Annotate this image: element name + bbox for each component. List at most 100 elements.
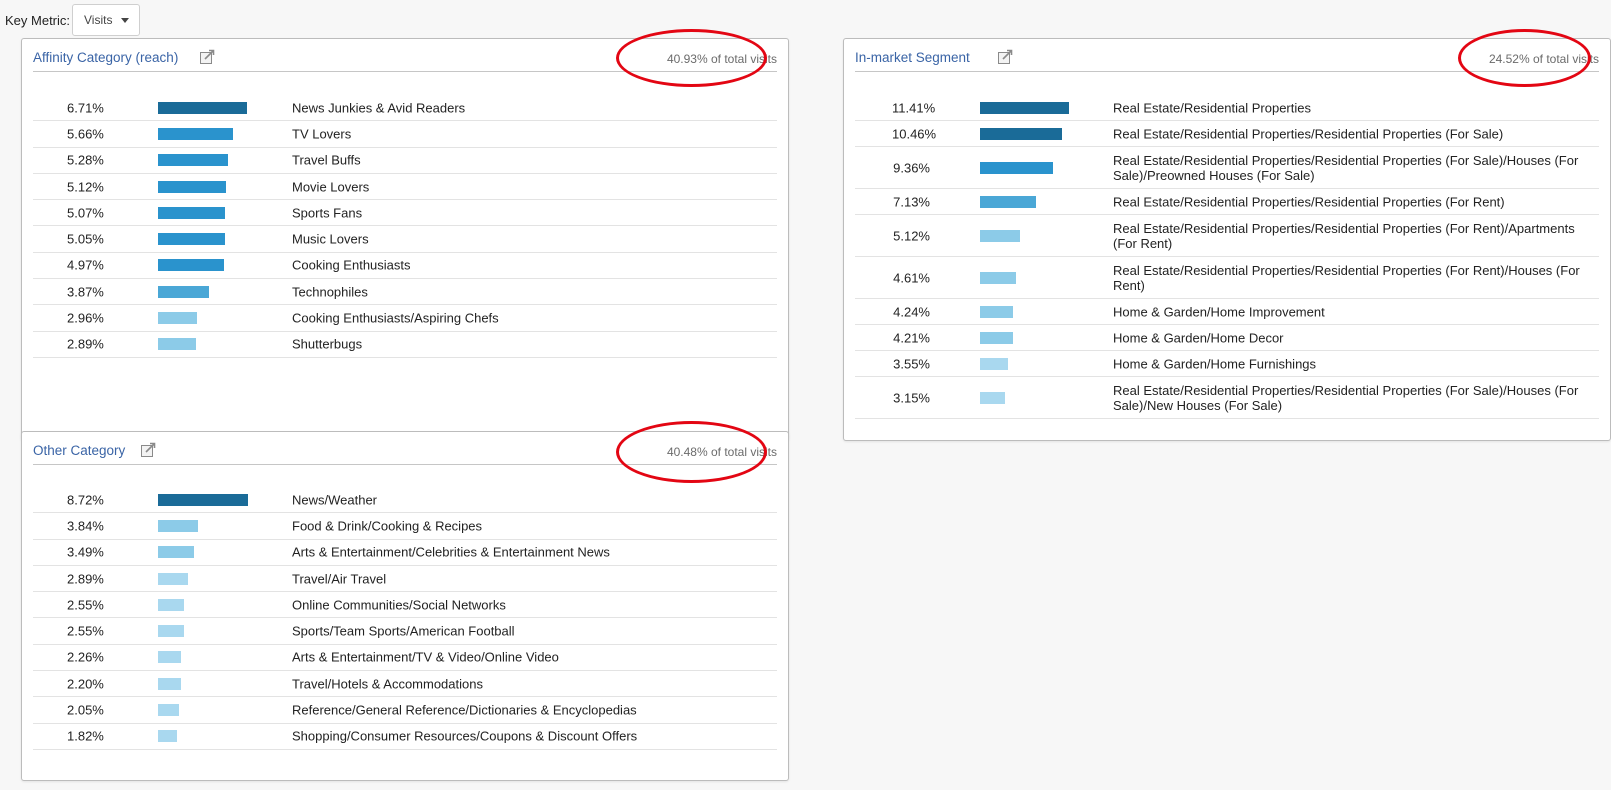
row-label: Shopping/Consumer Resources/Coupons & Di… bbox=[292, 728, 638, 744]
row-label: Real Estate/Residential Properties/Resid… bbox=[1113, 220, 1575, 251]
row-bar bbox=[158, 206, 225, 219]
row-percentage: 1.82% bbox=[67, 728, 104, 744]
row-label: Cooking Enthusiasts bbox=[292, 257, 411, 273]
key-metric-dropdown[interactable]: Visits bbox=[72, 4, 141, 36]
row-label: News Junkies & Avid Readers bbox=[292, 100, 466, 116]
table-row: 2.55% Sports/Team Sports/American Footbal… bbox=[33, 618, 777, 645]
row-percentage: 8.72% bbox=[67, 492, 104, 508]
total-visits-share: 24.52% of total visits bbox=[1488, 52, 1599, 66]
table-row: 5.05% Music Lovers bbox=[33, 226, 777, 253]
table-row: 4.21% Home & Garden/Home Decor bbox=[855, 325, 1599, 351]
row-bar bbox=[158, 519, 198, 532]
row-bar bbox=[158, 312, 197, 325]
panel-header: Affinity Category (reach) 40.93% of tota… bbox=[33, 47, 777, 72]
row-bar bbox=[980, 305, 1013, 318]
table-row: 2.26% Arts & Entertainment/TV & Video/Onl… bbox=[33, 645, 777, 672]
table-row: 9.36% Real Estate/Residential Properties/… bbox=[855, 147, 1599, 189]
table-row: 3.87% Technophiles bbox=[33, 279, 777, 306]
row-percentage: 4.24% bbox=[893, 304, 930, 319]
row-label: Cooking Enthusiasts/Aspiring Chefs bbox=[292, 310, 499, 326]
row-percentage: 10.46% bbox=[892, 126, 937, 141]
row-percentage: 2.55% bbox=[67, 623, 104, 639]
row-percentage: 5.12% bbox=[67, 179, 104, 195]
panel-header: Other Category 40.48% of total visits bbox=[33, 440, 777, 465]
row-label: Travel/Hotels & Accommodations bbox=[292, 676, 483, 692]
row-label: Arts & Entertainment/TV & Video/Online V… bbox=[292, 649, 559, 665]
row-percentage: 3.15% bbox=[893, 390, 930, 405]
row-percentage: 11.41% bbox=[892, 100, 936, 115]
row-percentage: 3.55% bbox=[893, 356, 930, 371]
row-label: Travel/Air Travel bbox=[292, 571, 387, 587]
row-percentage: 7.13% bbox=[893, 194, 930, 209]
category-table: 11.41% Real Estate/Residential Properties… bbox=[855, 95, 1599, 419]
export-icon[interactable] bbox=[199, 49, 215, 65]
row-label: Home & Garden/Home Decor bbox=[1113, 330, 1284, 345]
table-row: 2.96% Cooking Enthusiasts/Aspiring Chefs bbox=[33, 305, 777, 332]
row-percentage: 4.97% bbox=[67, 257, 104, 273]
row-percentage: 2.96% bbox=[67, 310, 104, 326]
table-row: 10.46% Real Estate/Residential Properties… bbox=[855, 121, 1599, 147]
row-bar bbox=[158, 598, 184, 611]
row-bar bbox=[158, 493, 248, 506]
row-label: Home & Garden/Home Improvement bbox=[1113, 304, 1325, 319]
row-bar bbox=[980, 161, 1053, 174]
row-label: Travel Buffs bbox=[292, 152, 361, 168]
row-bar bbox=[980, 229, 1020, 242]
table-row: 3.55% Home & Garden/Home Furnishings bbox=[855, 351, 1599, 377]
key-metric-selector: Key Metric: Visits bbox=[5, 4, 141, 36]
total-visits-share: 40.48% of total visits bbox=[666, 445, 777, 459]
row-label: Real Estate/Residential Properties/Resid… bbox=[1113, 382, 1579, 413]
row-bar bbox=[158, 259, 224, 272]
table-row: 5.07% Sports Fans bbox=[33, 200, 777, 227]
table-row: 2.55% Online Communities/Social Networks bbox=[33, 592, 777, 619]
table-row: 4.61% Real Estate/Residential Properties/… bbox=[855, 257, 1599, 299]
row-bar bbox=[158, 677, 181, 690]
table-row: 4.97% Cooking Enthusiasts bbox=[33, 253, 777, 280]
row-bar bbox=[158, 127, 233, 140]
table-row: 7.13% Real Estate/Residential Properties/… bbox=[855, 189, 1599, 215]
table-row: 8.72% News/Weather bbox=[33, 487, 777, 514]
table-row: 2.20% Travel/Hotels & Accommodations bbox=[33, 671, 777, 698]
row-label: Online Communities/Social Networks bbox=[292, 597, 506, 613]
row-label: Food & Drink/Cooking & Recipes bbox=[292, 518, 483, 534]
row-percentage: 3.84% bbox=[67, 518, 104, 534]
table-row: 2.05% Reference/General Reference/Diction… bbox=[33, 697, 777, 724]
row-percentage: 4.61% bbox=[893, 270, 930, 285]
row-percentage: 3.87% bbox=[67, 284, 104, 300]
row-label: Music Lovers bbox=[292, 231, 369, 247]
table-row: 4.24% Home & Garden/Home Improvement bbox=[855, 299, 1599, 325]
row-bar bbox=[980, 357, 1008, 370]
panel-title-link[interactable]: In-market Segment bbox=[855, 50, 970, 65]
row-percentage: 5.07% bbox=[67, 205, 104, 221]
row-percentage: 2.89% bbox=[67, 336, 104, 352]
category-table: 6.71% News Junkies & Avid Readers 5.66% TV … bbox=[33, 95, 777, 358]
row-label: Real Estate/Residential Properties/Resid… bbox=[1113, 194, 1505, 209]
export-icon[interactable] bbox=[140, 442, 156, 458]
row-label: Movie Lovers bbox=[292, 179, 370, 195]
row-percentage: 5.28% bbox=[67, 152, 104, 168]
table-row: 3.49% Arts & Entertainment/Celebrities & … bbox=[33, 540, 777, 566]
row-bar bbox=[158, 338, 196, 351]
row-label: Real Estate/Residential Properties/Resid… bbox=[1113, 262, 1580, 293]
table-row: 3.15% Real Estate/Residential Properties/… bbox=[855, 377, 1599, 419]
row-percentage: 2.26% bbox=[67, 649, 104, 665]
row-percentage: 2.20% bbox=[67, 676, 104, 692]
table-row: 5.12% Movie Lovers bbox=[33, 174, 777, 201]
row-label: Arts & Entertainment/Celebrities & Enter… bbox=[292, 544, 610, 560]
row-label: Sports/Team Sports/American Football bbox=[292, 623, 515, 639]
row-percentage: 2.89% bbox=[67, 571, 104, 587]
row-percentage: 4.21% bbox=[893, 330, 930, 345]
row-bar bbox=[158, 625, 184, 638]
row-bar bbox=[980, 391, 1005, 404]
affinity-category-panel: Affinity Category (reach) 40.93% of tota… bbox=[21, 29, 789, 441]
row-label: Sports Fans bbox=[292, 205, 363, 221]
panel-title-link[interactable]: Other Category bbox=[33, 443, 126, 458]
row-label: Reference/General Reference/Dictionaries… bbox=[292, 702, 637, 718]
row-percentage: 3.49% bbox=[67, 544, 104, 560]
export-icon[interactable] bbox=[997, 49, 1013, 65]
panel-title-link[interactable]: Affinity Category (reach) bbox=[33, 50, 179, 65]
row-bar bbox=[980, 271, 1016, 284]
row-bar bbox=[980, 127, 1062, 140]
row-label: Technophiles bbox=[292, 284, 368, 300]
